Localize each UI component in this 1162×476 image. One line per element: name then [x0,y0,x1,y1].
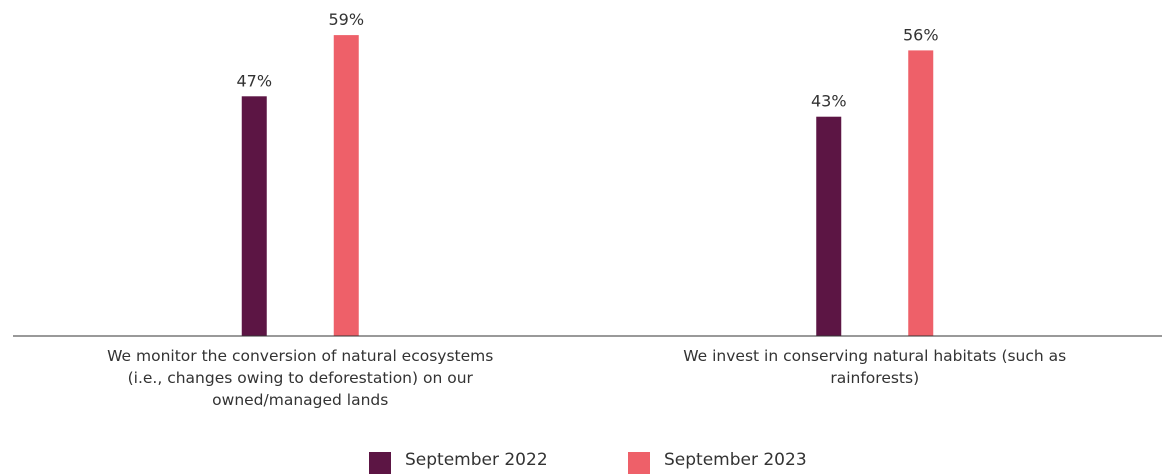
bar [816,116,842,336]
legend-swatch [369,452,391,474]
value-label: 47% [236,71,272,90]
value-label: 43% [811,92,847,111]
legend-swatch [628,452,650,474]
bar [333,35,359,336]
bar [241,96,267,336]
bar [908,50,934,337]
x-tick-label: We invest in conserving natural habitats… [683,347,1067,387]
value-label: 59% [328,10,364,29]
value-label: 56% [903,25,939,44]
legend-label: September 2023 [664,450,807,470]
x-tick-label: We monitor the conversion of natural eco… [107,347,494,409]
legend-label: September 2022 [405,450,548,470]
